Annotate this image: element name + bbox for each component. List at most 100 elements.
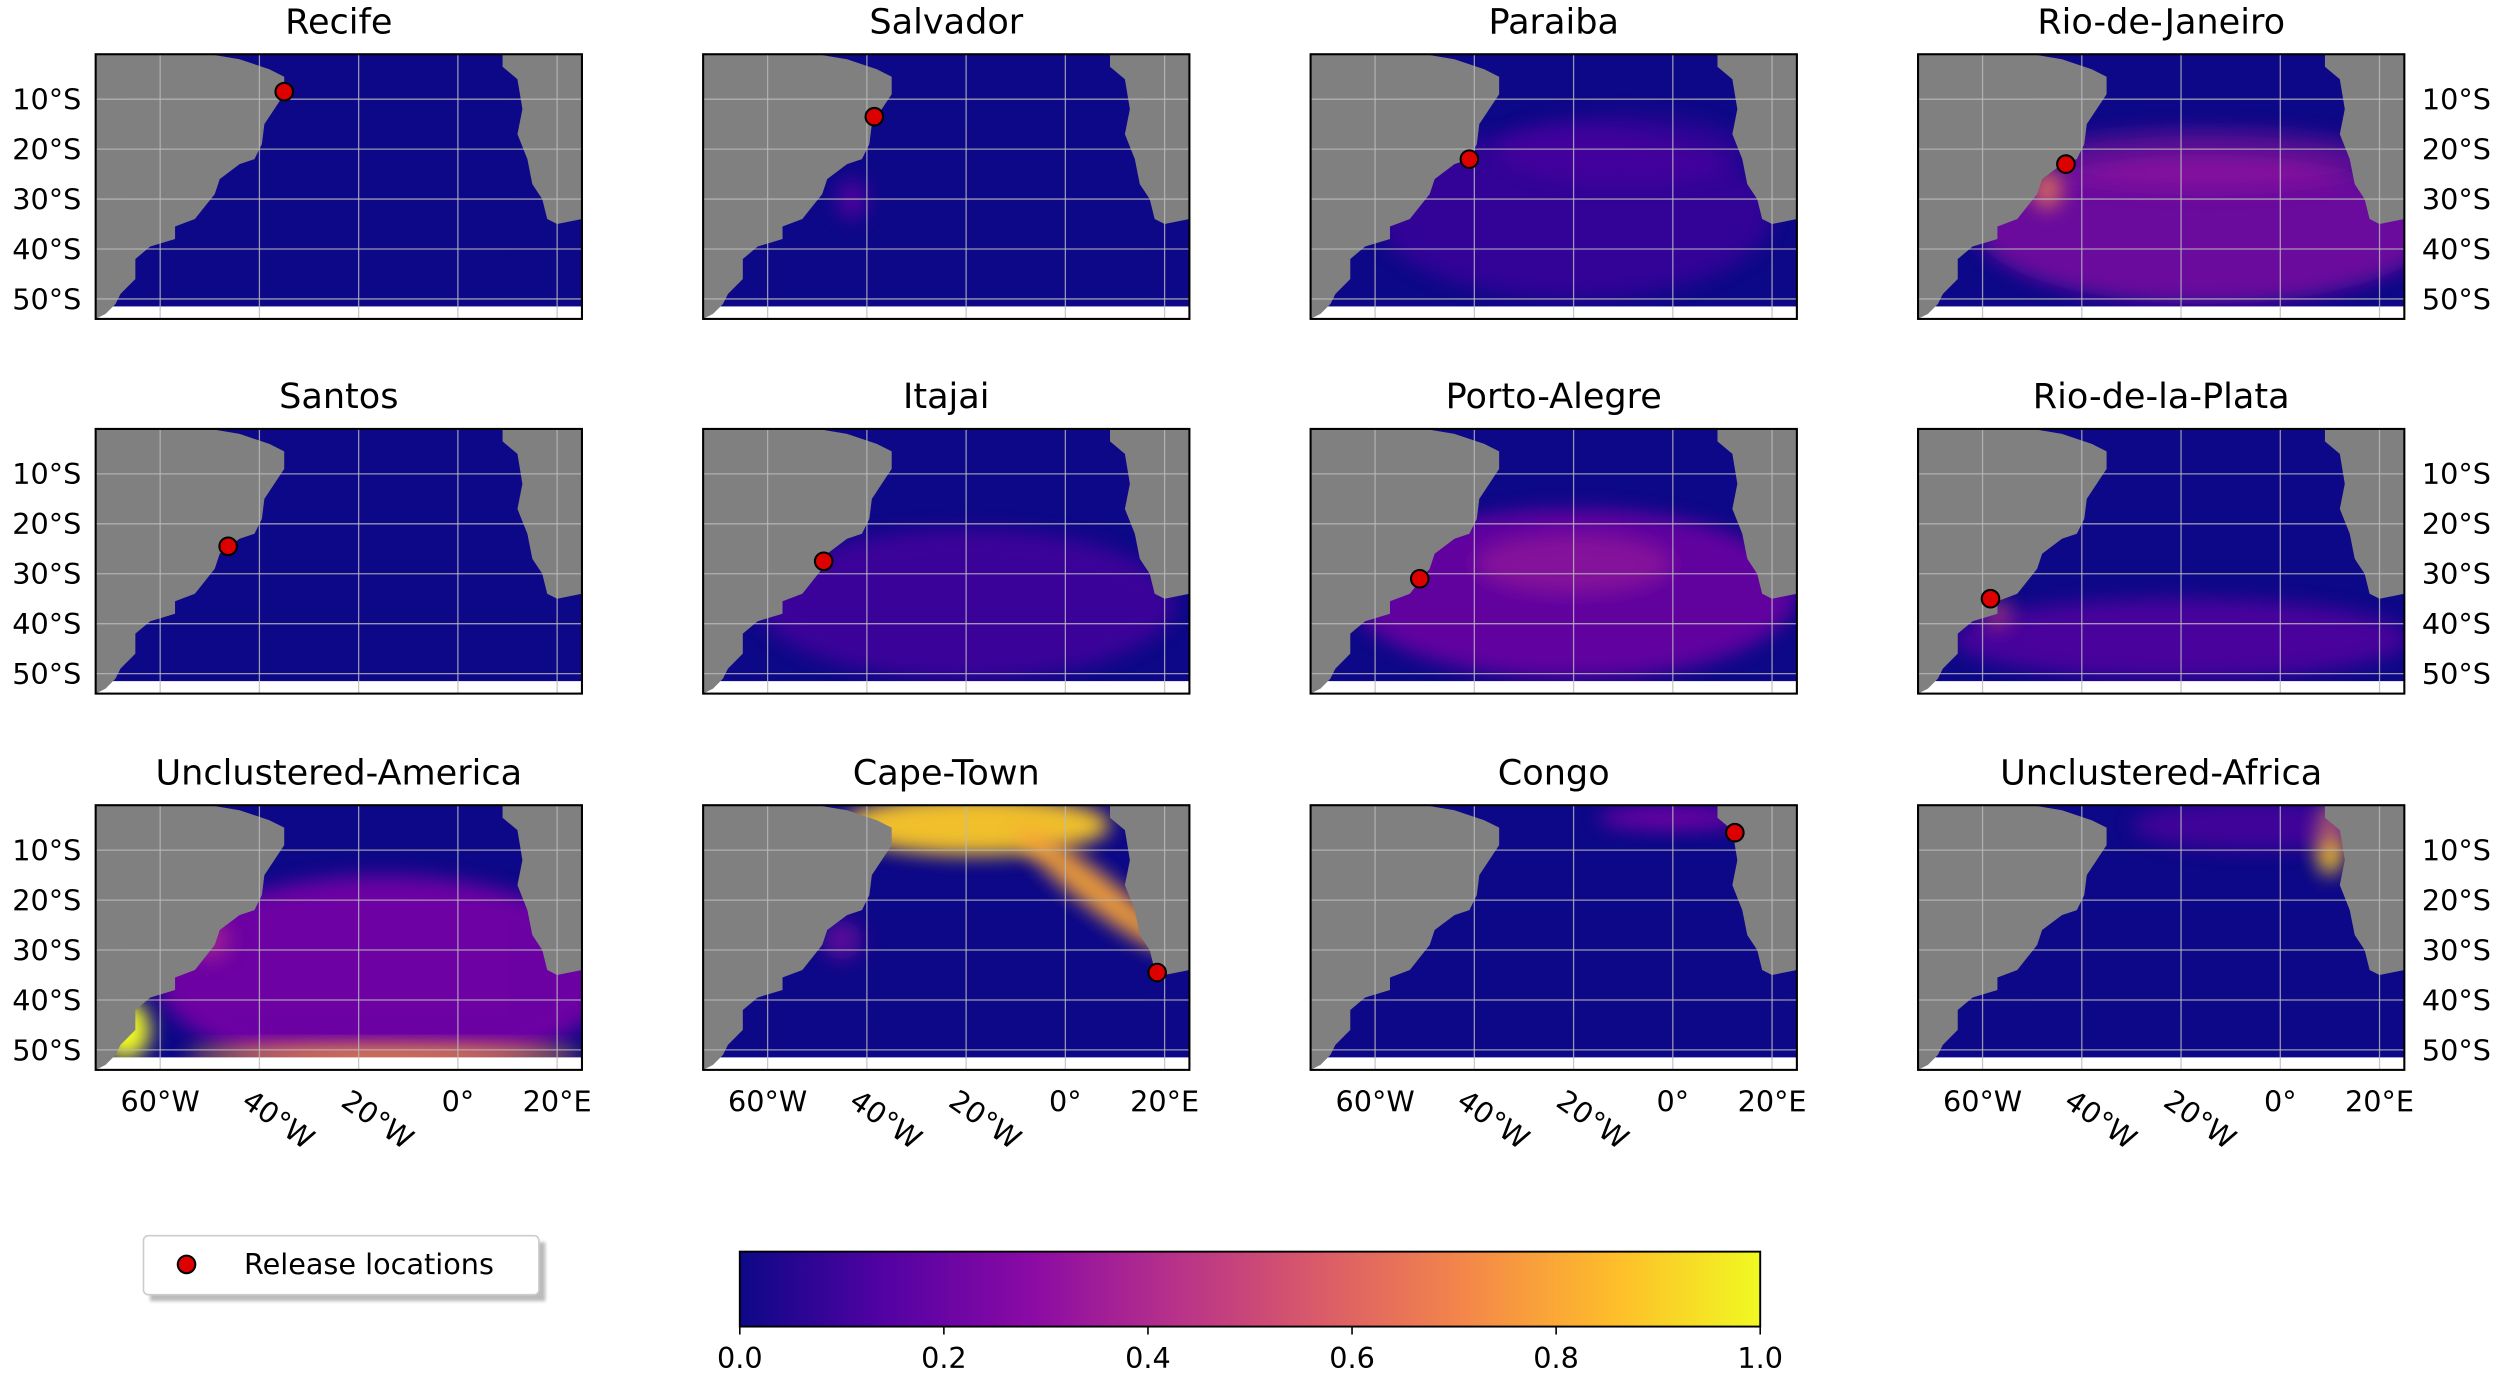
y-tick-label: 40°S (12, 983, 81, 1017)
no-data (1918, 1057, 2405, 1070)
land (95, 805, 285, 1070)
release-marker (1459, 149, 1480, 169)
panel-frame (94, 427, 583, 695)
x-tick-label: 60°W (121, 1084, 200, 1118)
panel-title: Paraiba (1489, 2, 1619, 43)
land (497, 428, 582, 599)
release-marker (218, 536, 238, 557)
panel-content (703, 54, 1190, 319)
no-data (95, 1057, 582, 1070)
map-panel: Rio-de-la-Plata 10°S 20°S 30°S 40°S 50°S (1917, 376, 2491, 695)
panel-frame (702, 427, 1191, 695)
map-panel: Santos 10°S 20°S 30°S 40°S 50°S (12, 376, 583, 695)
no-data (703, 1057, 1190, 1070)
y-tick-label: 50°S (2422, 282, 2491, 316)
legend-label: Release locations (244, 1247, 494, 1281)
y-tick-label: 30°S (12, 933, 81, 967)
x-tick-label: 40°W (2059, 1083, 2143, 1156)
land (1918, 805, 2107, 1070)
land (1105, 805, 1190, 975)
map-panel: Unclustered-Africa 10°S 20°S 30°S 40°S 50°S 60… (1917, 752, 2491, 1156)
panel-title: Salvador (869, 2, 1023, 43)
y-tick-label: 40°S (2422, 983, 2491, 1017)
y-tick-label: 40°S (2422, 232, 2491, 266)
y-tick-label: 20°S (12, 132, 81, 166)
x-tick-label: 40°W (236, 1083, 320, 1156)
no-data (95, 306, 582, 319)
panel-content (1918, 428, 2405, 694)
land (2319, 54, 2405, 225)
no-data (703, 681, 1190, 694)
y-tick-label: 10°S (12, 83, 81, 117)
no-data (1310, 681, 1797, 694)
panel-title: Cape-Town (853, 752, 1040, 793)
x-tick-label: 60°W (1943, 1084, 2022, 1118)
panel-frame (1309, 53, 1798, 320)
y-tick-label: 40°S (12, 232, 81, 266)
map-panel: Porto-Alegre (1309, 376, 1798, 695)
legend-marker (176, 1254, 197, 1275)
panel-content (1918, 805, 2405, 1070)
density-patch (2032, 129, 2380, 190)
x-tick-label: 40°W (844, 1083, 928, 1156)
y-tick-label: 20°S (2422, 132, 2491, 166)
panel-frame (1309, 427, 1798, 695)
panel-title: Recife (285, 2, 392, 43)
y-tick-label: 20°S (2422, 883, 2491, 917)
land (1918, 428, 2107, 694)
no-data (1918, 306, 2405, 319)
y-tick-label: 20°S (12, 883, 81, 917)
land (1310, 54, 1500, 319)
panel-frame (1917, 427, 2406, 695)
land (1918, 54, 2107, 319)
panel-title: Rio-de-la-Plata (2033, 376, 2290, 417)
land (1712, 428, 1797, 599)
density-patch (1016, 827, 1175, 953)
y-tick-label: 50°S (12, 282, 81, 316)
panel-frame (702, 804, 1191, 1071)
map-panel: Rio-de-Janeiro 10°S 20°S 30°S 40°S 50°S (1917, 2, 2491, 320)
y-tick-label: 20°S (2422, 507, 2491, 541)
legend-box (142, 1234, 540, 1296)
release-marker (2056, 154, 2076, 174)
land (703, 54, 892, 319)
release-marker (274, 81, 295, 102)
no-data (1310, 1057, 1797, 1070)
land (2319, 428, 2405, 599)
x-tick-label: 20°E (523, 1084, 592, 1118)
release-marker (1980, 588, 2001, 609)
x-tick-label: 60°W (728, 1084, 807, 1118)
y-tick-label: 30°S (2422, 557, 2491, 591)
y-tick-label: 10°S (2422, 457, 2491, 491)
x-tick-label: 20°E (1130, 1084, 1199, 1118)
no-data (1310, 306, 1797, 319)
panel-title: Unclustered-America (155, 752, 522, 793)
y-tick-label: 40°S (2422, 607, 2491, 641)
x-tick-label: 60°W (1335, 1084, 1414, 1118)
x-tick-label: 20°E (2345, 1084, 2414, 1118)
panel-title: Rio-de-Janeiro (2037, 2, 2285, 43)
y-tick-label: 10°S (12, 834, 81, 868)
colorbar-tick-label: 0.2 (921, 1341, 967, 1375)
panel-content (95, 54, 582, 319)
land (497, 805, 582, 975)
y-tick-label: 30°S (2422, 182, 2491, 216)
colorbar-tick-label: 0.4 (1125, 1341, 1171, 1375)
panel-frame (94, 804, 583, 1071)
y-tick-label: 10°S (2422, 834, 2491, 868)
panel-title: Porto-Alegre (1446, 376, 1662, 417)
x-tick-label: 20°W (943, 1083, 1027, 1156)
colorbar: 0.0 0.2 0.4 0.6 0.8 1.0 (717, 1250, 1783, 1375)
map-panel: Itajai (702, 376, 1191, 695)
y-tick-label: 40°S (12, 607, 81, 641)
release-marker (1409, 568, 1430, 589)
panel-content (1310, 805, 1797, 1070)
release-marker (1725, 822, 1745, 843)
panel-title: Santos (279, 376, 398, 417)
map-panel: Cape-Town 60°W 40°W 20°W 0° 20°E (702, 752, 1199, 1156)
x-tick-label: 0° (2264, 1084, 2297, 1118)
density-patch (1952, 598, 2405, 679)
x-tick-label: 40°W (1451, 1083, 1535, 1156)
colorbar-gradient (738, 1250, 1762, 1328)
land (1712, 805, 1797, 975)
